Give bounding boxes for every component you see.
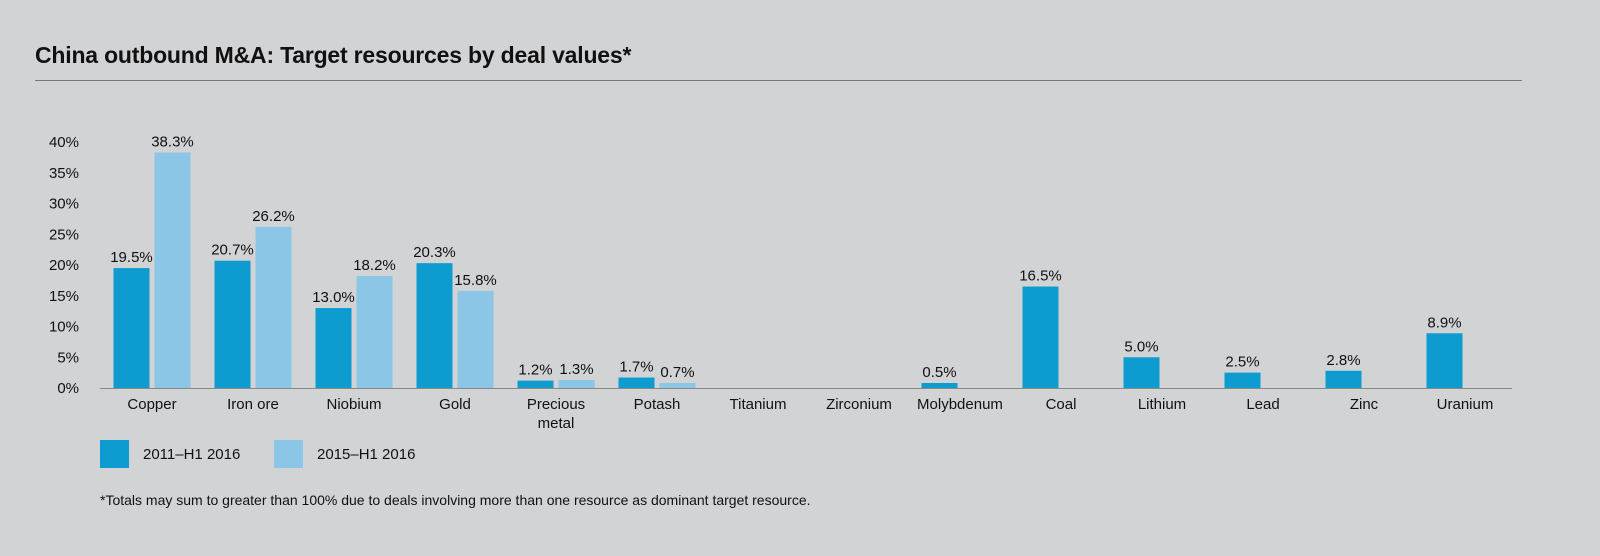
y-tick-label: 15%	[49, 288, 79, 305]
bar-1	[618, 377, 655, 388]
bar-2	[356, 276, 393, 388]
data-label: 1.7%	[619, 359, 653, 376]
data-label: 18.2%	[353, 257, 396, 274]
data-label: 8.9%	[1427, 314, 1461, 331]
x-tick-label: metal	[538, 415, 575, 432]
bar-1	[214, 260, 251, 388]
x-tick-label: Zinc	[1350, 396, 1379, 413]
data-label: 19.5%	[110, 249, 153, 266]
chart-title: China outbound M&A: Target resources by …	[35, 42, 632, 68]
x-tick-label: Lead	[1246, 396, 1279, 413]
x-tick-label: Coal	[1046, 396, 1077, 413]
x-tick-label: Zirconium	[826, 396, 892, 413]
x-tick-label: Uranium	[1437, 396, 1494, 413]
x-tick-label: Niobium	[326, 396, 381, 413]
bar-1	[1224, 372, 1261, 388]
x-tick-label: Gold	[439, 396, 471, 413]
legend-swatch	[100, 440, 129, 468]
x-tick-label: Molybdenum	[917, 396, 1003, 413]
data-label: 1.3%	[559, 361, 593, 378]
x-tick-label: Lithium	[1138, 396, 1186, 413]
x-tick-label: Titanium	[730, 396, 787, 413]
footnote: *Totals may sum to greater than 100% due…	[100, 492, 811, 508]
x-tick-label: Potash	[634, 396, 681, 413]
x-tick-label: Precious	[527, 396, 585, 413]
data-label: 16.5%	[1019, 268, 1062, 285]
data-label: 0.5%	[922, 364, 956, 381]
bar-2	[558, 380, 595, 388]
bar-1	[1022, 286, 1059, 388]
data-label: 20.3%	[413, 244, 456, 261]
bar-chart: 0% 5% 10% 15% 20% 25% 30% 35% 40% Copper 19.5% 38.3…	[49, 133, 1512, 432]
data-label: 20.7%	[211, 242, 254, 259]
y-tick-label: 5%	[57, 349, 79, 366]
legend-label: 2011–H1 2016	[143, 445, 241, 463]
legend-item-series2: 2015–H1 2016	[274, 440, 415, 468]
data-label: 2.8%	[1326, 352, 1360, 369]
legend-swatch	[274, 440, 303, 468]
bar-1	[1123, 357, 1160, 388]
bar-1	[416, 263, 453, 388]
bar-1	[315, 308, 352, 388]
y-tick-label: 35%	[49, 165, 79, 182]
data-label: 38.3%	[151, 133, 194, 150]
y-tick-label: 40%	[49, 134, 79, 151]
bar-1	[113, 268, 150, 388]
y-tick-label: 20%	[49, 257, 79, 274]
bar-2	[255, 226, 292, 388]
data-label: 26.2%	[252, 208, 295, 225]
data-label: 13.0%	[312, 289, 355, 306]
bar-1	[921, 383, 958, 388]
x-tick-label: Copper	[127, 396, 176, 413]
y-tick-label: 0%	[57, 380, 79, 397]
y-tick-label: 25%	[49, 226, 79, 243]
y-tick-label: 10%	[49, 319, 79, 336]
y-tick-label: 30%	[49, 196, 79, 213]
bar-2	[457, 290, 494, 388]
bar-1	[1426, 333, 1463, 388]
data-label: 5.0%	[1124, 338, 1158, 355]
data-label: 15.8%	[454, 272, 497, 289]
bar-1	[1325, 370, 1362, 388]
bar-1	[517, 380, 554, 388]
x-tick-label: Iron ore	[227, 396, 279, 413]
bar-2	[154, 152, 191, 388]
data-label: 0.7%	[660, 364, 694, 381]
title-divider	[35, 80, 1522, 81]
legend-label: 2015–H1 2016	[317, 445, 416, 463]
data-label: 2.5%	[1225, 354, 1259, 371]
data-label: 1.2%	[518, 362, 552, 379]
legend-item-series1: 2011–H1 2016	[100, 440, 240, 468]
bar-2	[659, 383, 696, 388]
